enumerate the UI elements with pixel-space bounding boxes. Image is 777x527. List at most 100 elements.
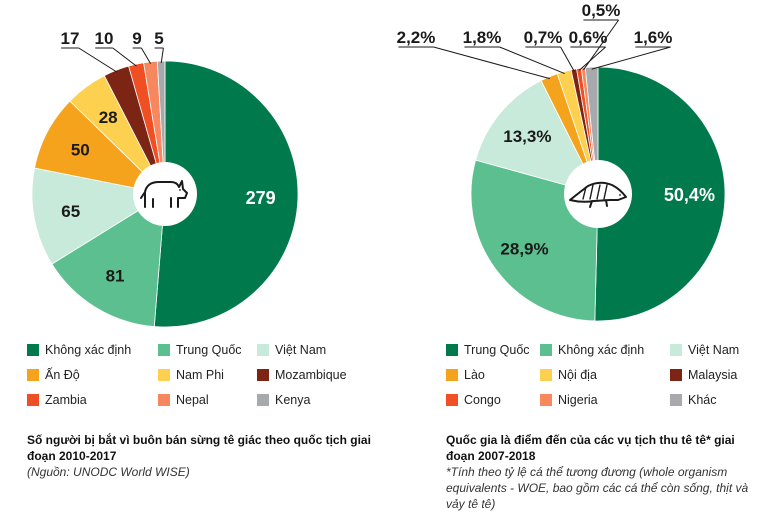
rhino-legend-swatch-mozambique bbox=[257, 369, 269, 381]
pangolin-legend-item-lao: Lào bbox=[446, 368, 485, 382]
rhino-slice-khong-xac-dinh bbox=[153, 60, 299, 328]
pangolin-value-label-khac: 1,6% bbox=[634, 28, 673, 47]
rhino-legend-swatch-nepal bbox=[158, 394, 170, 406]
pangolin-legend-swatch-khong-xac-dinh bbox=[540, 344, 552, 356]
rhino-legend-item-mozambique: Mozambique bbox=[257, 368, 347, 382]
pangolin-legend-label-khac: Khác bbox=[688, 393, 717, 407]
pangolin-legend-swatch-viet-nam bbox=[670, 344, 682, 356]
rhino-legend-swatch-an-do bbox=[27, 369, 39, 381]
pangolin-value-label-trung-quoc: 50,4% bbox=[664, 185, 715, 205]
rhino-legend-item-khong-xac-dinh: Không xác định bbox=[27, 343, 131, 357]
pangolin-pie-chart: 50,4% 28,9% 13,3% 2,2% 1,8% 0,7% 0,6% 0,5% 1,6% bbox=[397, 1, 726, 322]
rhino-legend-item-kenya: Kenya bbox=[257, 393, 310, 407]
pangolin-slice-viet-nam bbox=[475, 79, 599, 195]
rhino-legend-swatch-trung-quoc bbox=[158, 344, 170, 356]
pangolin-legend-swatch-nigeria bbox=[540, 394, 552, 406]
rhino-value-label-viet-nam: 65 bbox=[61, 202, 80, 221]
rhino-legend-item-zambia: Zambia bbox=[27, 393, 87, 407]
pangolin-leader-line-nigeria bbox=[583, 19, 620, 71]
pangolin-leader-line-malaysia bbox=[560, 46, 575, 72]
pangolin-legend-label-viet-nam: Việt Nam bbox=[688, 343, 740, 357]
pangolin-leader-line-khac bbox=[591, 46, 671, 70]
pangolin-legend-label-nigeria: Nigeria bbox=[558, 393, 598, 407]
rhino-legend-item-an-do: Ấn Độ bbox=[27, 368, 80, 382]
pangolin-legend-label-lao: Lào bbox=[464, 368, 485, 382]
rhino-legend-label-zambia: Zambia bbox=[45, 393, 87, 407]
rhino-leader-line-mozambique bbox=[78, 47, 118, 73]
pangolin-leader-line-noi-dia bbox=[499, 46, 565, 74]
rhino-chart-title: Số người bị bắt vì buôn bán sừng tê giác… bbox=[27, 433, 371, 463]
rhino-slice-viet-nam bbox=[31, 167, 167, 265]
rhino-legend-label-khong-xac-dinh: Không xác định bbox=[45, 343, 132, 357]
pangolin-value-label-viet-nam: 13,3% bbox=[503, 127, 551, 146]
rhino-legend-label-nepal: Nepal bbox=[176, 393, 209, 407]
rhino-legend-item-nepal: Nepal bbox=[158, 393, 209, 407]
rhino-value-label-trung-quoc: 81 bbox=[106, 267, 125, 286]
pangolin-legend-swatch-khac bbox=[670, 394, 682, 406]
rhino-legend-swatch-nam-phi bbox=[158, 369, 170, 381]
rhino-value-label-zambia: 10 bbox=[95, 29, 114, 48]
pangolin-value-label-noi-dia: 1,8% bbox=[463, 28, 502, 47]
pangolin-value-label-lao: 2,2% bbox=[397, 28, 436, 47]
rhino-caption: Số người bị bắt vì buôn bán sừng tê giác… bbox=[27, 432, 377, 480]
rhino-leader-line-nepal bbox=[140, 47, 152, 65]
pangolin-chart-panel: 50,4% 28,9% 13,3% 2,2% 1,8% 0,7% 0,6% 0,5% 1,6% … bbox=[388, 0, 777, 527]
rhino-value-label-mozambique: 17 bbox=[61, 29, 80, 48]
rhino-value-label-khong-xac-dinh: 279 bbox=[246, 188, 276, 208]
rhino-legend-label-viet-nam: Việt Nam bbox=[275, 343, 327, 357]
rhino-chart-panel: 279 81 65 50 28 17 10 9 5 Không xác định Trung Qu… bbox=[0, 0, 388, 527]
rhino-chart-source: (Nguồn: UNODC World WISE) bbox=[27, 465, 190, 479]
pangolin-legend-swatch-noi-dia bbox=[540, 369, 552, 381]
rhino-value-label-kenya: 5 bbox=[154, 29, 163, 48]
rhino-leader-line-kenya bbox=[160, 47, 164, 64]
rhino-center-hole bbox=[133, 162, 197, 226]
rhino-legend-label-mozambique: Mozambique bbox=[275, 368, 347, 382]
pangolin-value-label-khong-xac-dinh: 28,9% bbox=[500, 239, 548, 258]
pangolin-legend-item-trung-quoc: Trung Quốc bbox=[446, 343, 530, 357]
rhino-legend-item-viet-nam: Việt Nam bbox=[257, 343, 326, 357]
pangolin-chart-title: Quốc gia là điểm đến của các vụ tịch thu… bbox=[446, 433, 735, 463]
rhino-legend-swatch-khong-xac-dinh bbox=[27, 344, 39, 356]
pangolin-legend-item-malaysia: Malaysia bbox=[670, 368, 737, 382]
pangolin-leader-line-lao bbox=[433, 46, 550, 80]
pangolin-leader-line-congo bbox=[578, 46, 606, 71]
rhino-legend-swatch-kenya bbox=[257, 394, 269, 406]
pangolin-legend-item-khac: Khác bbox=[670, 393, 717, 407]
pangolin-legend-swatch-congo bbox=[446, 394, 458, 406]
pangolin-legend-label-khong-xac-dinh: Không xác định bbox=[558, 343, 645, 357]
rhino-legend-swatch-zambia bbox=[27, 394, 39, 406]
rhino-legend-item-trung-quoc: Trung Quốc bbox=[158, 343, 242, 357]
rhino-value-label-nepal: 9 bbox=[132, 29, 141, 48]
pangolin-legend-swatch-trung-quoc bbox=[446, 344, 458, 356]
pangolin-icon bbox=[569, 181, 627, 208]
pangolin-legend-label-noi-dia: Nội địa bbox=[558, 368, 597, 382]
pangolin-caption: Quốc gia là điểm đến của các vụ tịch thu… bbox=[446, 432, 766, 512]
pangolin-legend-label-congo: Congo bbox=[464, 393, 501, 407]
pangolin-legend-label-trung-quoc: Trung Quốc bbox=[464, 343, 530, 357]
pangolin-legend-item-noi-dia: Nội địa bbox=[540, 368, 597, 382]
pangolin-legend-swatch-malaysia bbox=[670, 369, 682, 381]
pangolin-legend-label-malaysia: Malaysia bbox=[688, 368, 738, 382]
pangolin-legend-swatch-lao bbox=[446, 369, 458, 381]
rhino-legend-swatch-viet-nam bbox=[257, 344, 269, 356]
rhino-icon bbox=[140, 180, 188, 208]
pangolin-chart-note: *Tính theo tỷ lệ cá thể tương đương (who… bbox=[446, 465, 749, 511]
pangolin-value-label-nigeria: 0,5% bbox=[582, 1, 621, 20]
pangolin-value-label-congo: 0,6% bbox=[569, 28, 608, 47]
rhino-legend-label-kenya: Kenya bbox=[275, 393, 311, 407]
pangolin-legend-item-nigeria: Nigeria bbox=[540, 393, 598, 407]
rhino-pie-chart: 279 81 65 50 28 17 10 9 5 bbox=[31, 29, 299, 328]
pangolin-legend-item-khong-xac-dinh: Không xác định bbox=[540, 343, 644, 357]
pangolin-slice-trung-quoc bbox=[594, 66, 726, 322]
pangolin-legend-item-viet-nam: Việt Nam bbox=[670, 343, 739, 357]
rhino-slice-trung-quoc bbox=[51, 193, 166, 327]
pangolin-value-label-malaysia: 0,7% bbox=[524, 28, 563, 47]
pangolin-legend-item-congo: Congo bbox=[446, 393, 501, 407]
rhino-legend-label-trung-quoc: Trung Quốc bbox=[176, 343, 242, 357]
rhino-value-label-nam-phi: 28 bbox=[99, 108, 118, 127]
rhino-legend-label-an-do: Ấn Độ bbox=[45, 368, 80, 382]
rhino-legend-item-nam-phi: Nam Phi bbox=[158, 368, 224, 382]
rhino-leader-line-zambia bbox=[112, 47, 137, 67]
rhino-value-label-an-do: 50 bbox=[71, 140, 90, 159]
rhino-legend-label-nam-phi: Nam Phi bbox=[176, 368, 224, 382]
